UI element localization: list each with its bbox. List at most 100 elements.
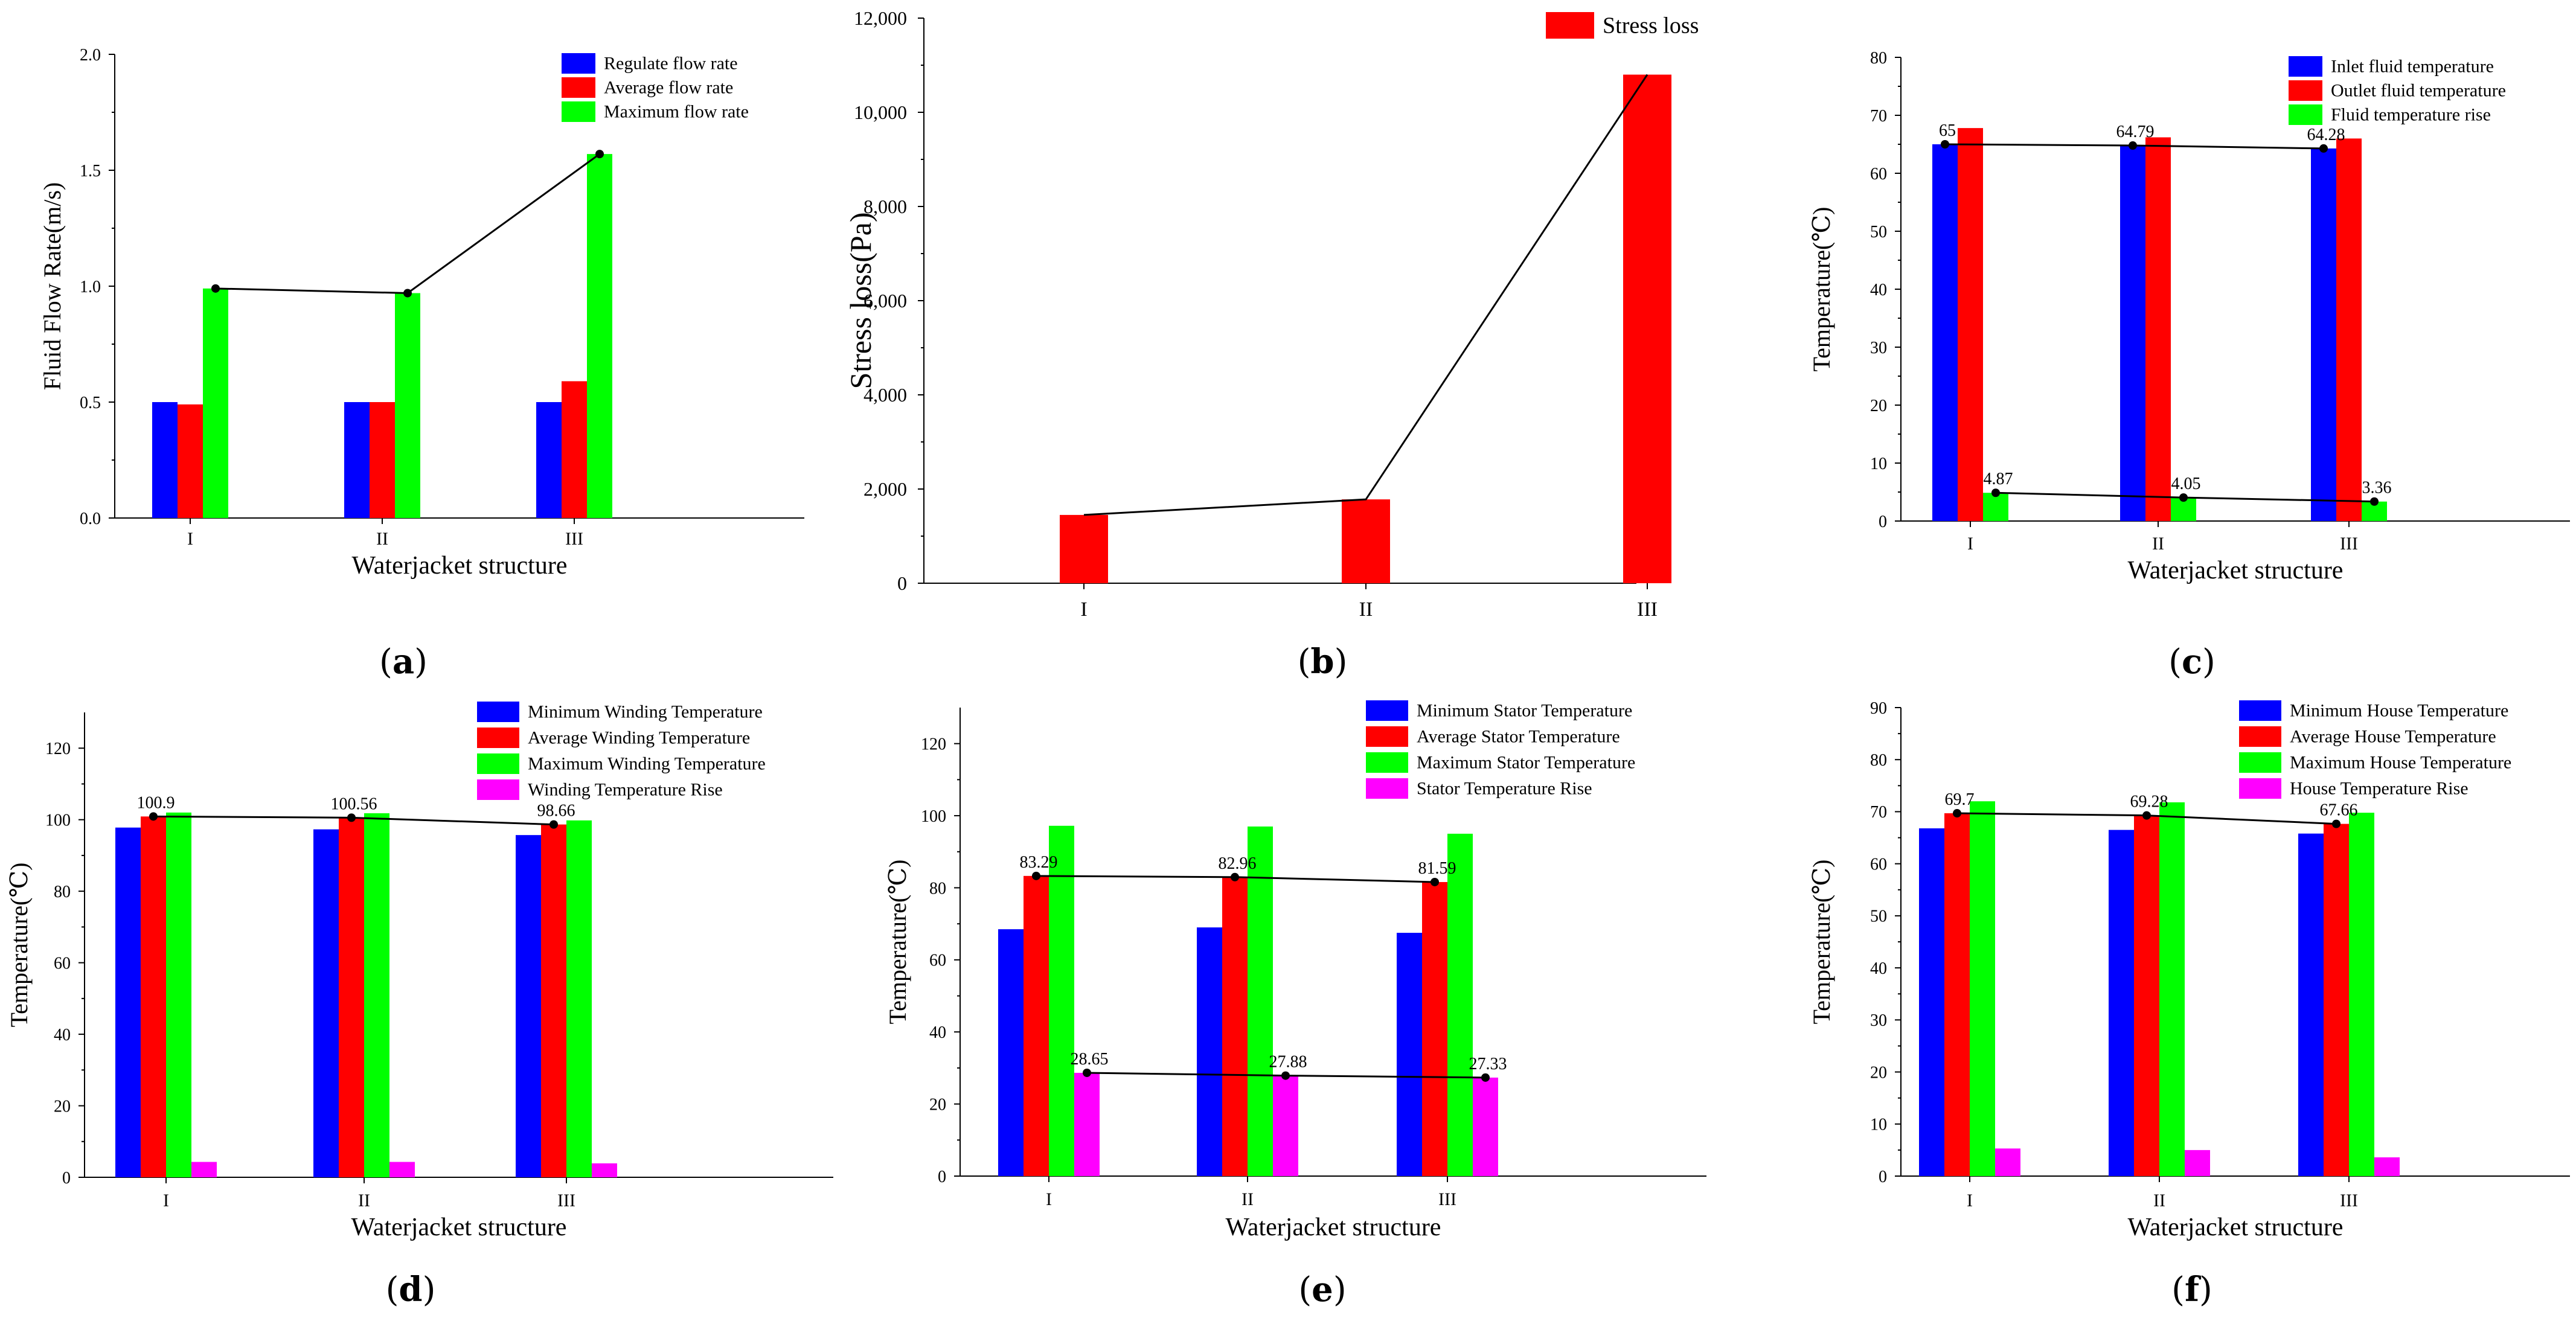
legend: Minimum House Temperature Average House T…: [2239, 700, 2511, 799]
data-label: 27.88: [1269, 1053, 1307, 1072]
bar-blue-iii: [1397, 933, 1422, 1176]
legend-swatch-magenta: [1366, 778, 1408, 799]
legend-swatch-blue: [477, 702, 519, 722]
x-tick-label: III: [557, 1191, 575, 1210]
bar-blue-ii: [1197, 927, 1222, 1176]
y-axis-label: Fluid Flow Rate(m/s): [39, 182, 66, 390]
bar-green-i: [1049, 825, 1074, 1176]
bar-blue-i: [1932, 144, 1958, 521]
x-tick-label: III: [565, 529, 583, 549]
bar-red-iii: [562, 381, 587, 518]
x-tick-label: II: [2152, 534, 2164, 554]
data-label: 4.05: [2171, 475, 2201, 493]
data-label: 64.28: [2307, 126, 2345, 144]
bar-green-iii: [1447, 833, 1473, 1176]
trend-marker: [1481, 1073, 1490, 1082]
data-label: 81.59: [1418, 859, 1456, 878]
x-axis-label: Waterjacket structure: [351, 1214, 567, 1241]
legend-swatch-magenta: [2239, 778, 2281, 799]
bar-green-iii: [566, 820, 592, 1177]
panel-caption: (f): [2171, 1270, 2212, 1310]
bar-red-iii: [2324, 824, 2349, 1176]
legend-label: Stator Temperature Rise: [1417, 779, 1592, 799]
y-tick-label: 120: [921, 735, 946, 753]
x-tick-label: III: [1438, 1189, 1456, 1209]
legend-label: Outlet fluid temperature: [2331, 81, 2506, 101]
x-axis-label: Waterjacket structure: [2128, 557, 2344, 584]
bar-green-iii: [2349, 813, 2374, 1176]
legend-label: House Temperature Rise: [2290, 779, 2469, 799]
trend-marker: [2370, 497, 2379, 506]
y-tick-label: 80: [1870, 751, 1887, 770]
y-tick-label: 40: [1870, 959, 1887, 978]
data-label: 67.66: [2320, 801, 2358, 820]
y-tick-label: 100: [45, 811, 71, 830]
bar-green-ii: [395, 293, 420, 518]
y-tick-label: 4,000: [863, 384, 907, 406]
legend-swatch-green: [562, 101, 595, 122]
y-tick-label: 10: [1870, 1116, 1887, 1134]
legend-label: Stress loss: [1603, 13, 1699, 38]
y-tick-label: 12,000: [854, 7, 907, 29]
y-tick-label: 120: [45, 740, 71, 758]
bar-red-i: [1944, 813, 1970, 1176]
legend: Minimum Stator Temperature Average Stator…: [1366, 700, 1635, 799]
y-tick-label: 0.0: [80, 510, 101, 528]
y-tick-label: 30: [1870, 339, 1887, 357]
bar-magenta-ii: [2185, 1150, 2210, 1176]
bar-green-iii: [587, 154, 612, 518]
legend-label: Maximum flow rate: [604, 102, 749, 122]
legend-swatch-green: [1366, 752, 1408, 773]
bar-green-ii: [1248, 826, 1273, 1176]
legend-swatch-red: [477, 728, 519, 748]
bar-red-iii: [541, 824, 566, 1177]
bar-blue-i: [115, 827, 141, 1177]
y-tick-label: 60: [54, 954, 71, 973]
bar-red-iii: [1422, 881, 1447, 1176]
legend-swatch-blue: [2239, 700, 2281, 721]
y-tick-label: 60: [1870, 165, 1887, 184]
bar-red-i: [1060, 514, 1108, 583]
legend: Regulate flow rate Average flow rate Maxim…: [562, 53, 749, 122]
bar-green-i: [1970, 801, 1995, 1176]
bar-blue-iii: [536, 402, 562, 518]
bar-magenta-iii: [2374, 1157, 2400, 1176]
bar-green-ii: [2159, 802, 2185, 1176]
y-tick-label: 80: [54, 883, 71, 901]
y-tick-label: 40: [1870, 281, 1887, 299]
legend-swatch-blue: [1366, 700, 1408, 721]
data-label: 3.36: [2362, 479, 2392, 497]
x-axis-label: Waterjacket structure: [1226, 1214, 1441, 1241]
y-tick-label: 40: [54, 1026, 71, 1044]
y-tick-label: 80: [929, 879, 946, 898]
bar-red-ii: [1342, 499, 1390, 583]
y-tick-label: 1.0: [80, 278, 101, 296]
legend-swatch-red: [2289, 80, 2322, 101]
trend-marker: [2179, 493, 2188, 502]
legend-label: Average House Temperature: [2290, 727, 2496, 747]
trend-marker: [2332, 819, 2341, 828]
y-tick-label: 20: [1870, 1063, 1887, 1082]
panel-caption: (e): [1298, 1270, 1346, 1310]
y-tick-label: 70: [1870, 107, 1887, 126]
y-tick-label: 20: [929, 1095, 946, 1114]
data-label: 69.7: [1945, 790, 1975, 809]
x-axis-label: Waterjacket structure: [2128, 1214, 2344, 1241]
bar-red-ii: [2145, 137, 2171, 522]
trend-marker: [1281, 1071, 1290, 1080]
y-tick-label: 0: [1879, 1168, 1887, 1186]
y-tick-label: 2,000: [863, 478, 907, 500]
bar-blue-ii: [313, 829, 339, 1177]
data-label: 65: [1939, 121, 1956, 140]
legend-label: Minimum House Temperature: [2290, 701, 2508, 721]
y-axis-label: Temperature(℃): [1808, 860, 1835, 1025]
legend-swatch-blue: [562, 53, 595, 74]
bar-green-ii: [364, 813, 389, 1177]
y-axis-label: Temperature(℃): [1808, 207, 1835, 372]
y-tick-label: 20: [54, 1097, 71, 1116]
data-label: 100.9: [137, 793, 175, 812]
y-tick-label: 80: [1870, 49, 1887, 68]
y-tick-label: 90: [1870, 699, 1887, 718]
